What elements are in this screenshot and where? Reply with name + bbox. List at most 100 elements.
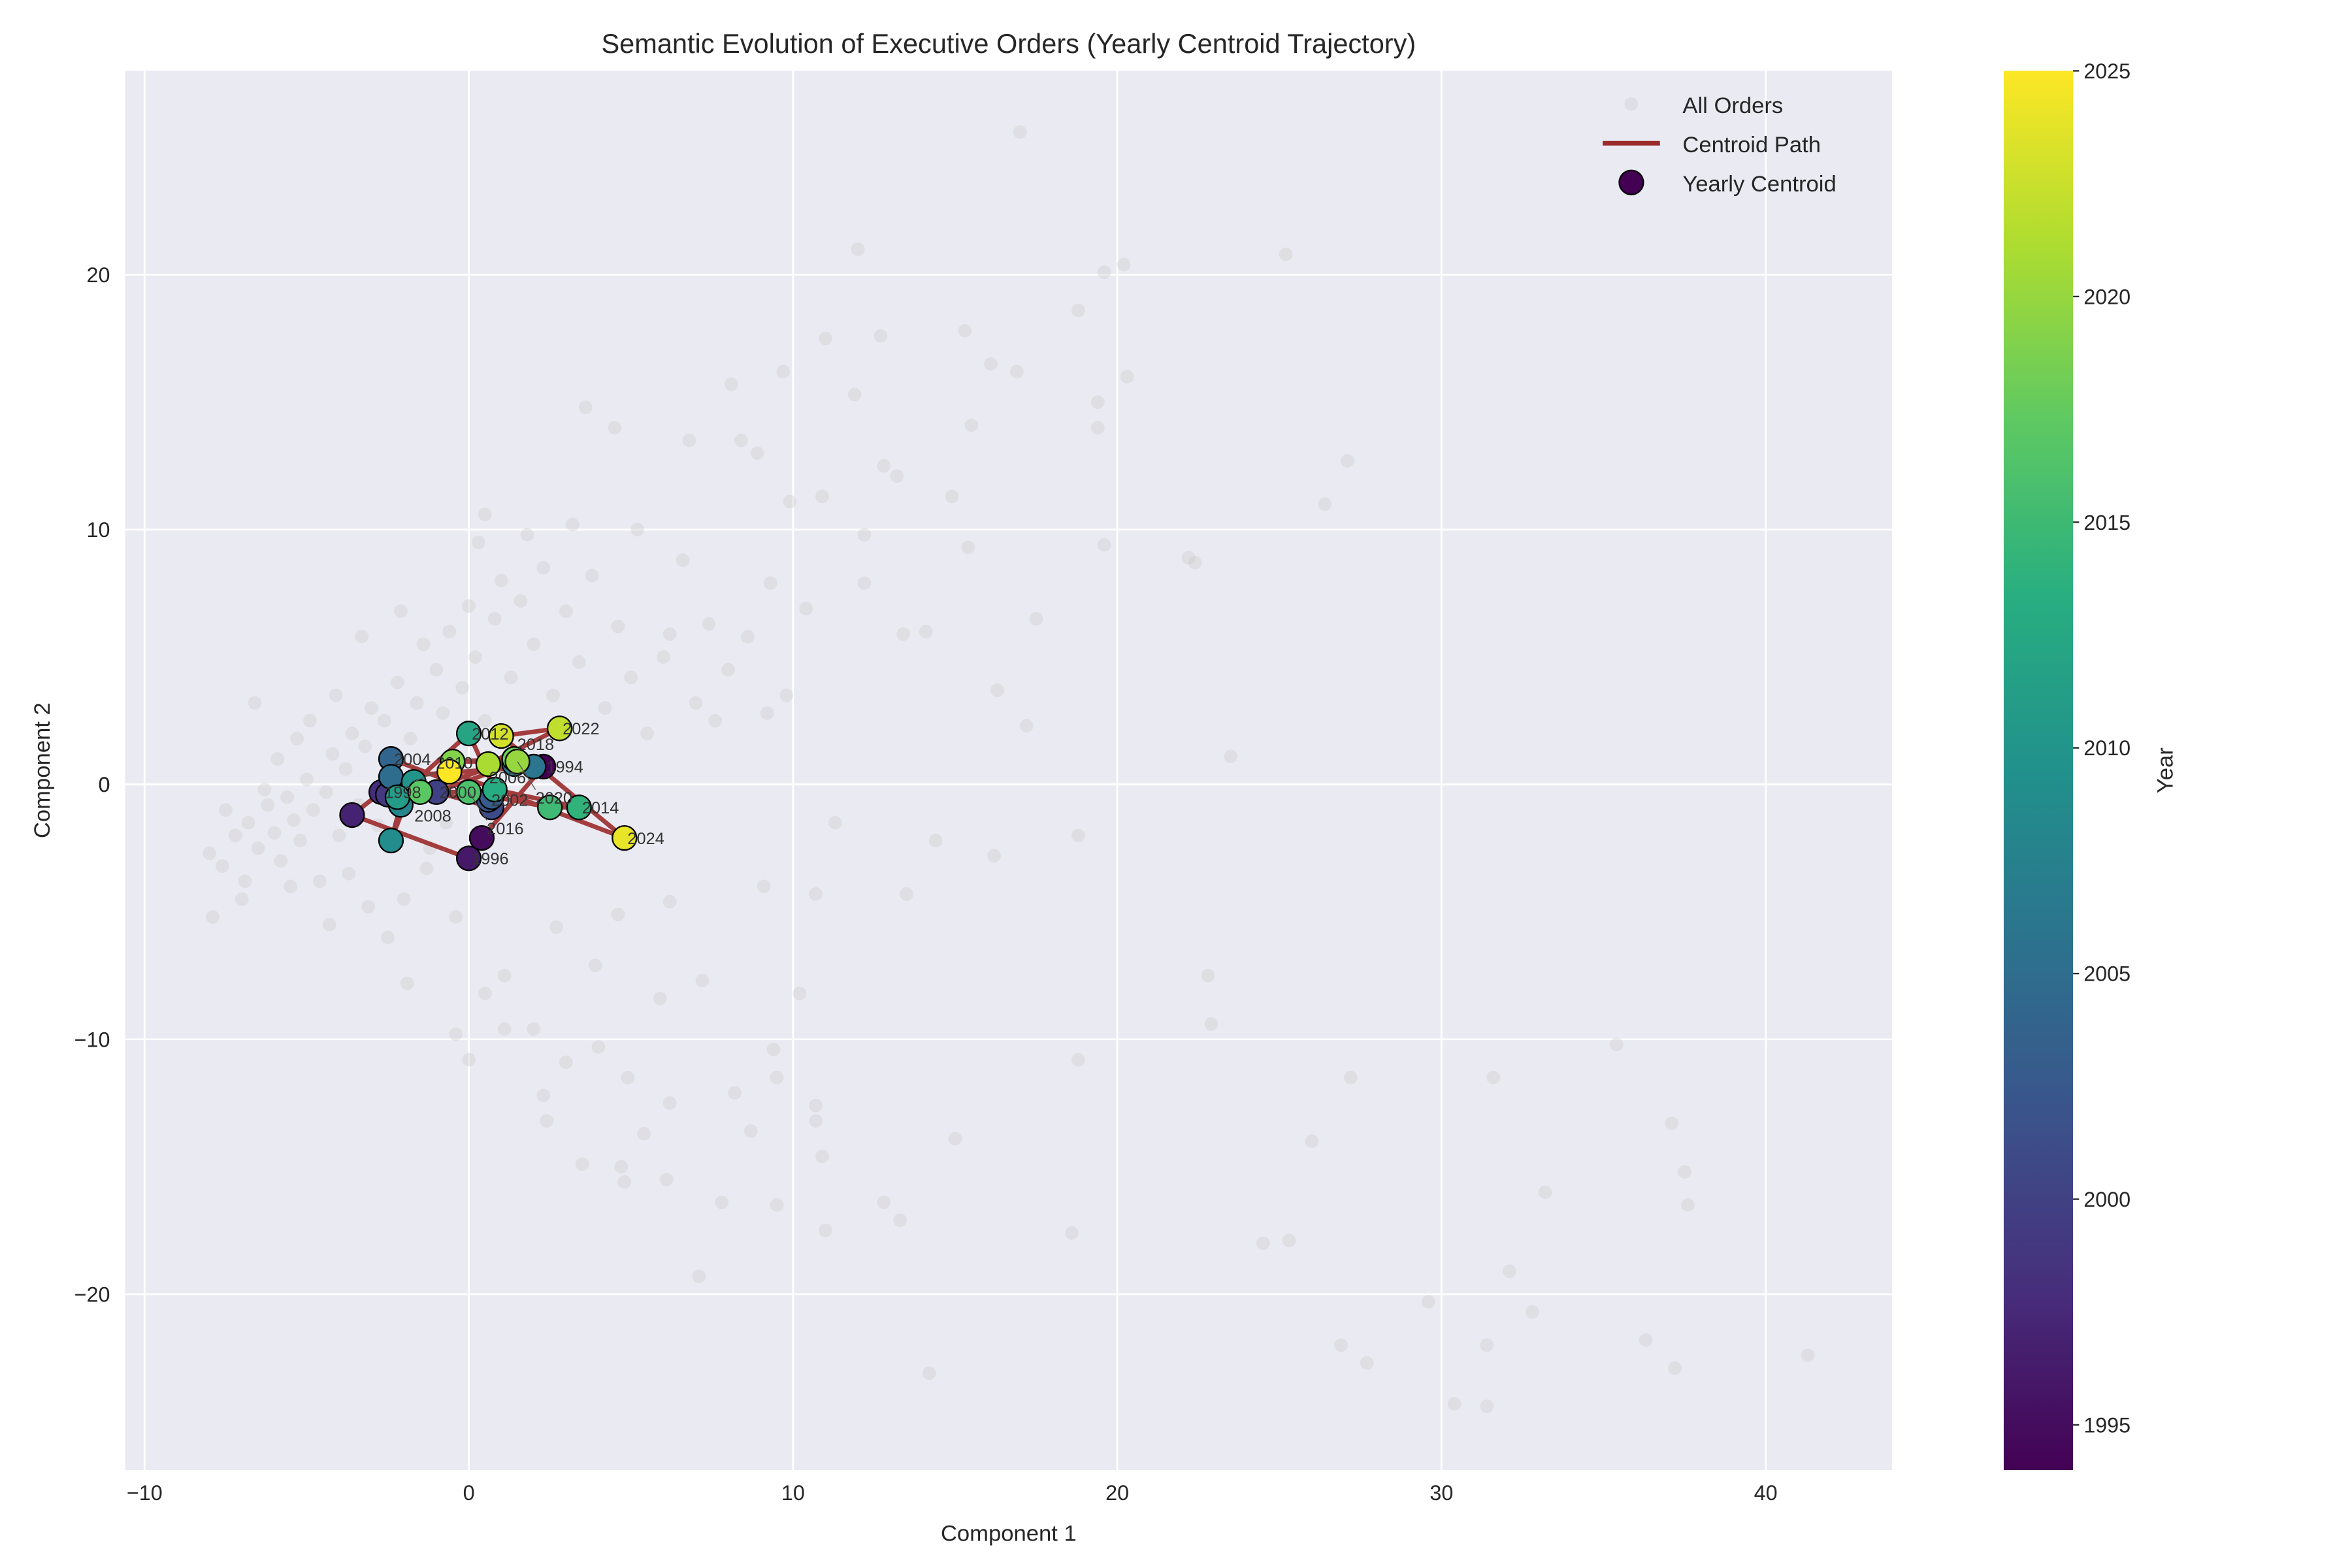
order-point bbox=[514, 594, 528, 608]
order-point bbox=[624, 670, 638, 685]
order-point bbox=[1065, 1226, 1079, 1240]
order-point bbox=[1422, 1295, 1435, 1309]
order-point bbox=[611, 619, 625, 634]
order-point bbox=[536, 1088, 551, 1102]
order-point bbox=[235, 892, 249, 906]
order-point bbox=[689, 696, 703, 710]
centroid-label-1994: 1994 bbox=[546, 759, 583, 777]
order-point bbox=[990, 683, 1004, 697]
order-point bbox=[520, 528, 534, 542]
chart-title: Semantic Evolution of Executive Orders (… bbox=[601, 28, 1416, 59]
order-point bbox=[1678, 1165, 1691, 1179]
x-tick-label: 30 bbox=[1429, 1481, 1453, 1505]
order-point bbox=[919, 625, 933, 639]
order-point bbox=[325, 747, 340, 761]
order-point bbox=[763, 576, 777, 590]
order-point bbox=[397, 892, 411, 906]
order-point bbox=[1318, 497, 1332, 511]
order-point bbox=[1071, 303, 1085, 318]
order-point bbox=[487, 612, 502, 626]
centroid-label-2010: 2010 bbox=[436, 755, 472, 773]
order-point bbox=[819, 1223, 832, 1237]
order-point bbox=[766, 1042, 781, 1056]
order-point bbox=[290, 732, 304, 745]
order-point bbox=[468, 650, 482, 664]
order-point bbox=[1334, 1338, 1348, 1352]
order-point bbox=[419, 862, 434, 875]
colorbar-tick-label: 1995 bbox=[2083, 1413, 2131, 1437]
order-point bbox=[300, 772, 314, 787]
order-point bbox=[1279, 247, 1293, 261]
order-point bbox=[527, 1022, 541, 1036]
order-point bbox=[1360, 1356, 1374, 1370]
order-point bbox=[828, 815, 842, 830]
order-point bbox=[728, 1086, 742, 1100]
order-point bbox=[588, 958, 602, 973]
order-point bbox=[928, 834, 943, 847]
order-point bbox=[416, 637, 431, 651]
order-point bbox=[1681, 1198, 1695, 1212]
order-point bbox=[770, 1198, 784, 1212]
order-point bbox=[987, 849, 1001, 863]
order-point bbox=[809, 1114, 823, 1128]
order-point bbox=[922, 1366, 936, 1380]
order-point bbox=[462, 599, 476, 613]
order-point bbox=[621, 1070, 635, 1085]
order-point bbox=[261, 798, 275, 812]
centroid-label-2002: 2002 bbox=[491, 791, 528, 809]
order-point bbox=[540, 1114, 554, 1128]
centroid-label-2006: 2006 bbox=[489, 769, 526, 787]
order-point bbox=[1305, 1134, 1319, 1149]
order-point bbox=[815, 489, 829, 504]
centroid-point-2009 bbox=[378, 827, 404, 854]
order-point bbox=[945, 489, 959, 504]
order-point bbox=[1282, 1233, 1296, 1248]
order-point bbox=[338, 762, 353, 776]
order-point bbox=[355, 630, 369, 644]
centroid-label-2020: 2020 bbox=[536, 789, 572, 808]
x-tick-label: 10 bbox=[781, 1481, 805, 1505]
centroid-label-1998: 1998 bbox=[384, 784, 421, 802]
order-point bbox=[270, 752, 285, 766]
order-point bbox=[809, 887, 823, 901]
order-point bbox=[378, 713, 391, 728]
order-point bbox=[306, 803, 320, 817]
colorbar-tick-label: 2010 bbox=[2083, 736, 2131, 760]
order-point bbox=[708, 713, 723, 728]
centroid-label-2004: 2004 bbox=[394, 751, 431, 769]
colorbar: 1995 2000 2005 2010 2015 2020 2025 Year bbox=[2003, 59, 2178, 1471]
centroid-label-2018: 2018 bbox=[517, 736, 554, 754]
order-point bbox=[792, 987, 807, 1000]
order-point bbox=[743, 1124, 758, 1138]
order-point bbox=[608, 421, 622, 434]
order-point bbox=[740, 630, 755, 644]
x-tick-label: 40 bbox=[1754, 1481, 1778, 1505]
y-tick-label: 10 bbox=[87, 518, 110, 542]
centroid-point-2024 bbox=[612, 825, 638, 851]
order-point bbox=[1224, 749, 1238, 764]
order-point bbox=[478, 507, 492, 521]
order-point bbox=[1447, 1397, 1462, 1411]
order-point bbox=[877, 1196, 891, 1209]
centroid-point-1996 bbox=[455, 845, 482, 872]
order-point bbox=[721, 662, 735, 677]
order-point bbox=[715, 1196, 729, 1209]
order-point bbox=[692, 1269, 706, 1283]
order-point bbox=[676, 553, 690, 567]
order-point bbox=[287, 813, 301, 827]
order-point bbox=[890, 469, 904, 483]
centroid-label-leader-2016 bbox=[468, 792, 487, 821]
y-tick-label: −10 bbox=[74, 1028, 110, 1051]
order-point bbox=[653, 991, 667, 1005]
order-point bbox=[1071, 1053, 1085, 1067]
centroid-point-1995 bbox=[468, 825, 495, 851]
order-point bbox=[216, 859, 229, 873]
order-point bbox=[462, 1053, 476, 1067]
order-point bbox=[958, 323, 972, 338]
order-point bbox=[585, 568, 599, 583]
order-point bbox=[637, 1126, 651, 1141]
centroid-label-leader-2020 bbox=[517, 761, 536, 791]
order-point bbox=[662, 894, 677, 909]
order-point bbox=[617, 1175, 632, 1189]
